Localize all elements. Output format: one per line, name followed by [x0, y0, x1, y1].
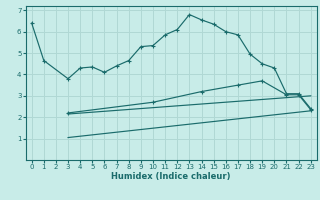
X-axis label: Humidex (Indice chaleur): Humidex (Indice chaleur)	[111, 172, 231, 181]
